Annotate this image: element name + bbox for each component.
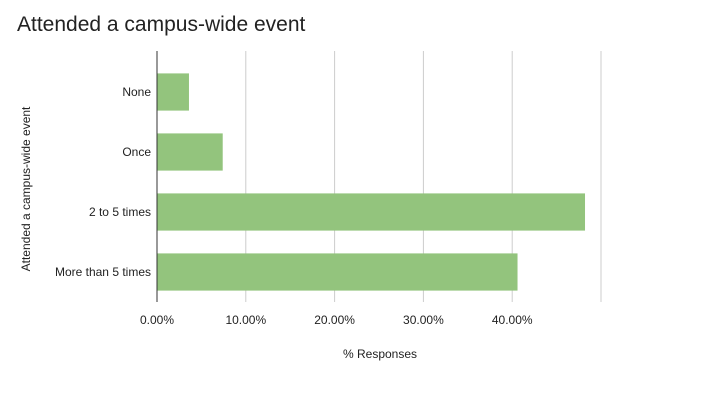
- bar: [157, 133, 223, 171]
- x-tick-label: 30.00%: [403, 313, 444, 327]
- x-tick-label: 20.00%: [314, 313, 355, 327]
- y-tick-label: 2 to 5 times: [89, 205, 151, 219]
- x-axis-title: % Responses: [343, 347, 417, 361]
- y-tick-label: Once: [122, 145, 151, 159]
- bar: [157, 253, 518, 291]
- bar: [157, 193, 586, 231]
- y-tick-labels: None Once 2 to 5 times More than 5 times: [55, 85, 151, 279]
- bars: [157, 73, 586, 291]
- chart-title: Attended a campus-wide event: [17, 13, 306, 36]
- x-tick-label: 40.00%: [492, 313, 533, 327]
- x-tick-label: 10.00%: [225, 313, 266, 327]
- y-axis-title: Attended a campus-wide event: [19, 106, 33, 271]
- bar: [157, 73, 189, 111]
- x-tick-label: 0.00%: [140, 313, 174, 327]
- y-tick-label: More than 5 times: [55, 265, 151, 279]
- x-tick-labels: 0.00% 10.00% 20.00% 30.00% 40.00%: [140, 313, 533, 327]
- y-tick-label: None: [122, 85, 151, 99]
